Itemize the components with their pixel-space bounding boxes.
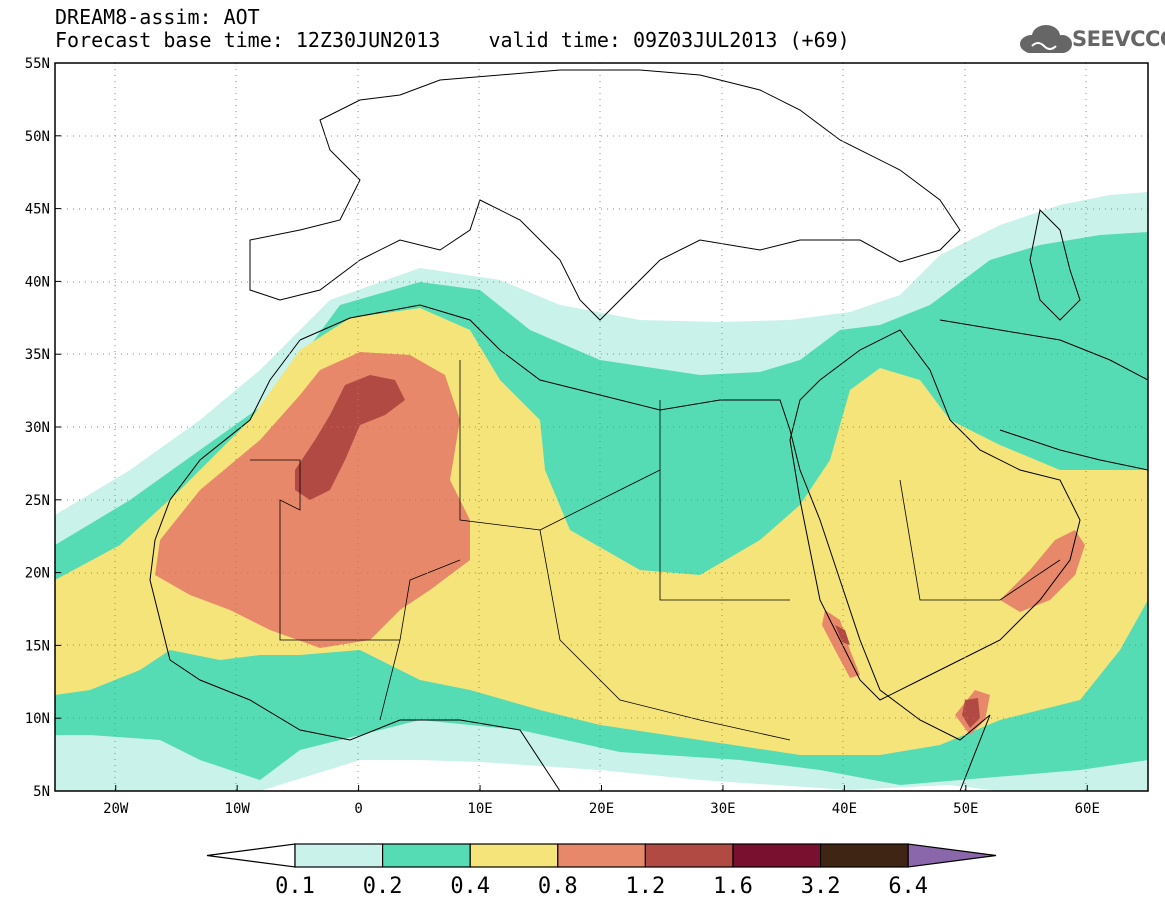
africa-coast [149, 304, 991, 791]
latitude-label: 50N [25, 129, 50, 145]
aot-band-0.8 [155, 352, 470, 648]
longitude-ticks: 20W 10W 0 10E 20E 30E 40E 50E 60E [103, 785, 1100, 817]
longitude-label: 10W [225, 801, 251, 817]
forecast-time-line: Forecast base time: 12Z30JUN2013 valid t… [55, 28, 850, 52]
aot-band-1.2-redsea [835, 625, 850, 645]
longitude-label: 40E [832, 801, 857, 817]
persian-coast [939, 319, 1148, 471]
latitude-label: 5N [33, 784, 50, 800]
national-borders [250, 360, 1061, 741]
latitude-label: 20N [25, 566, 50, 582]
map-title: DREAM8-assim: AOT [55, 5, 260, 29]
longitude-label: 30E [710, 801, 735, 817]
longitude-label: 50E [953, 801, 978, 817]
longitude-label: 20W [103, 801, 129, 817]
aot-band-1.2 [295, 375, 405, 500]
latitude-label: 45N [25, 202, 50, 218]
longitude-label: 10E [467, 801, 492, 817]
coastlines [149, 69, 1148, 791]
cloud-icon [1020, 25, 1072, 53]
latitude-label: 30N [25, 420, 50, 436]
longitude-label: 0 [354, 801, 362, 817]
latitude-label: 40N [25, 274, 50, 290]
longitude-label: 60E [1075, 801, 1100, 817]
latitude-label: 55N [25, 56, 50, 72]
latitude-label: 10N [25, 711, 50, 727]
seevccc-logo [1020, 25, 1072, 53]
longitude-label: 20E [589, 801, 614, 817]
latitude-ticks: 55N 50N 45N 40N 35N 30N 25N 20N 15N 10N 5N [25, 56, 61, 800]
arabia-coast [789, 329, 1081, 701]
latitude-label: 35N [25, 347, 50, 363]
caspian-sea [1029, 208, 1081, 321]
latitude-label: 15N [25, 638, 50, 654]
latitude-label: 25N [25, 493, 50, 509]
logo-text: SEEVCCC [1072, 27, 1165, 51]
aot-contours [55, 192, 1148, 791]
europe-coast [249, 69, 961, 321]
lat-lon-grid [55, 63, 1148, 791]
aot-band-1.2-horn [962, 698, 980, 728]
aot-band-0.8-oman [1000, 530, 1085, 612]
